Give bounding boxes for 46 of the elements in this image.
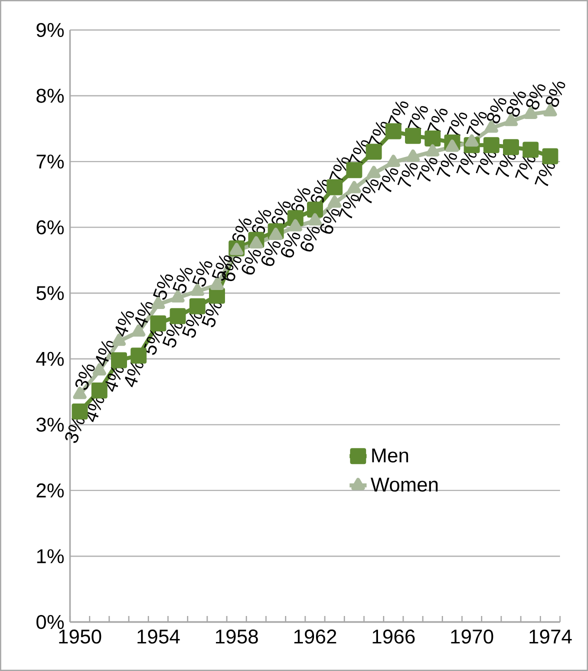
y-tick-label: 4% [36,352,64,366]
data-label: 7% [338,194,359,218]
y-tick-label: 9% [36,22,64,38]
data-label: 7% [388,101,408,126]
data-label: 7% [417,158,438,182]
y-tick-label: 1% [37,549,64,564]
data-label: 3% [75,364,95,390]
y-tick-label: 3% [36,418,64,432]
y-tick-label: 8% [36,88,64,103]
legend-label: Women [370,478,438,492]
y-tick-label: 5% [36,286,64,300]
data-label: 7% [446,112,468,136]
data-label: 7% [378,168,398,192]
data-label: 7% [427,108,448,132]
x-tick-label: 1970 [451,630,494,644]
data-label: 5% [192,261,212,287]
data-label: 6% [320,209,340,234]
x-tick-label: 1974 [530,630,572,644]
data-label: 4% [96,340,114,366]
x-tick-label: 1966 [372,630,415,644]
data-label: 4% [115,311,134,337]
y-tick-label: 2% [36,483,64,498]
data-label: 5% [153,274,174,300]
data-label: 7% [436,153,457,177]
data-label: 8% [546,82,566,107]
y-tick-label: 6% [36,220,64,234]
data-label: 8% [526,84,546,110]
y-tick-label: 0% [36,614,64,630]
legend-label: Men [372,448,408,462]
data-label: 6% [261,241,281,266]
y-tick-label: 7% [36,154,64,169]
data-label: 6% [242,250,261,275]
data-label: 6% [300,226,320,252]
data-label: 8% [506,92,526,117]
x-tick-label: 1954 [138,630,180,644]
x-tick-label: 1958 [216,630,258,644]
data-label: 6% [280,232,300,258]
x-tick-label: 1962 [294,630,336,644]
data-label: 8% [486,98,506,124]
data-label: 7% [408,106,428,130]
data-label: 4% [135,302,154,328]
data-label: 7% [397,163,418,187]
data-label: 7% [358,180,379,204]
data-label: 7% [466,112,487,136]
x-tick-label: 1950 [59,630,102,644]
data-label: 5% [172,268,193,294]
